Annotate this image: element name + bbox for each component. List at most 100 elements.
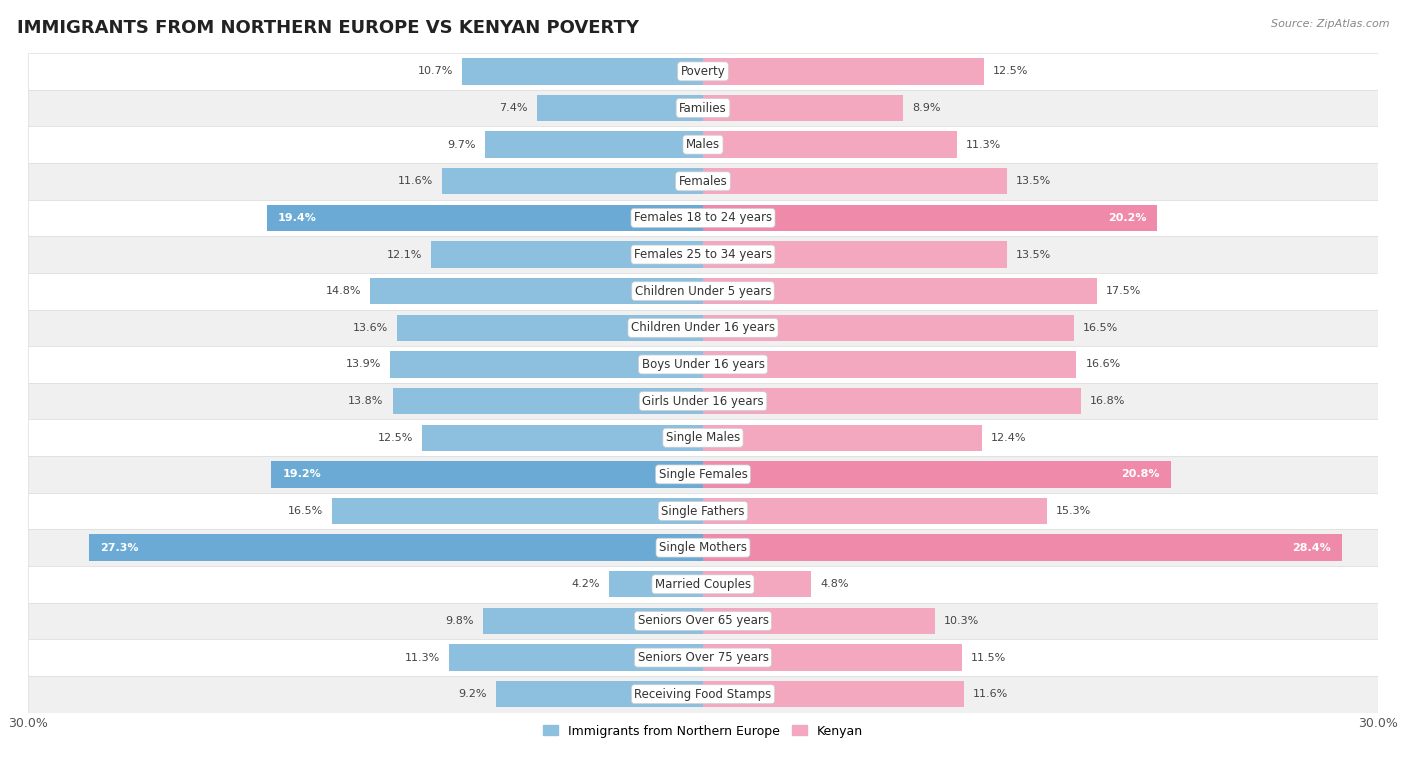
Bar: [703, 681, 965, 707]
Text: Females: Females: [679, 175, 727, 188]
Bar: [28, 53, 1378, 89]
Bar: [703, 241, 1007, 268]
Bar: [391, 351, 703, 377]
Bar: [703, 498, 1047, 525]
Text: 13.6%: 13.6%: [353, 323, 388, 333]
Bar: [28, 529, 1378, 566]
Bar: [28, 199, 1378, 236]
Text: 7.4%: 7.4%: [499, 103, 527, 113]
Bar: [703, 131, 957, 158]
Text: 27.3%: 27.3%: [100, 543, 139, 553]
Text: 12.5%: 12.5%: [993, 67, 1029, 77]
Text: 11.3%: 11.3%: [966, 139, 1001, 149]
Bar: [28, 639, 1378, 676]
Text: 17.5%: 17.5%: [1105, 287, 1142, 296]
Bar: [703, 571, 811, 597]
Text: Single Fathers: Single Fathers: [661, 505, 745, 518]
Bar: [703, 534, 1341, 561]
Bar: [28, 493, 1378, 529]
Bar: [703, 424, 981, 451]
Bar: [28, 236, 1378, 273]
Text: 15.3%: 15.3%: [1056, 506, 1091, 516]
Bar: [463, 58, 703, 85]
Bar: [430, 241, 703, 268]
Text: 19.2%: 19.2%: [283, 469, 321, 479]
Text: 16.6%: 16.6%: [1085, 359, 1121, 369]
Text: IMMIGRANTS FROM NORTHERN EUROPE VS KENYAN POVERTY: IMMIGRANTS FROM NORTHERN EUROPE VS KENYA…: [17, 19, 638, 37]
Bar: [703, 95, 903, 121]
Text: 13.9%: 13.9%: [346, 359, 381, 369]
Bar: [496, 681, 703, 707]
Text: Females 18 to 24 years: Females 18 to 24 years: [634, 211, 772, 224]
Text: Source: ZipAtlas.com: Source: ZipAtlas.com: [1271, 19, 1389, 29]
Text: 19.4%: 19.4%: [278, 213, 316, 223]
Bar: [392, 388, 703, 415]
Bar: [422, 424, 703, 451]
Bar: [449, 644, 703, 671]
Bar: [703, 351, 1077, 377]
Bar: [28, 309, 1378, 346]
Text: 9.2%: 9.2%: [458, 689, 486, 699]
Text: Single Females: Single Females: [658, 468, 748, 481]
Bar: [482, 608, 703, 634]
Text: 9.7%: 9.7%: [447, 139, 475, 149]
Bar: [703, 644, 962, 671]
Bar: [485, 131, 703, 158]
Bar: [703, 58, 984, 85]
Bar: [332, 498, 703, 525]
Text: 11.3%: 11.3%: [405, 653, 440, 662]
Bar: [271, 461, 703, 487]
Text: 12.1%: 12.1%: [387, 249, 422, 259]
Text: Single Males: Single Males: [666, 431, 740, 444]
Text: 12.4%: 12.4%: [991, 433, 1026, 443]
Text: 4.8%: 4.8%: [820, 579, 848, 589]
Bar: [28, 383, 1378, 419]
Text: 11.6%: 11.6%: [973, 689, 1008, 699]
Text: 16.5%: 16.5%: [1083, 323, 1118, 333]
Text: Children Under 5 years: Children Under 5 years: [634, 285, 772, 298]
Text: Boys Under 16 years: Boys Under 16 years: [641, 358, 765, 371]
Bar: [28, 603, 1378, 639]
Text: Families: Families: [679, 102, 727, 114]
Bar: [28, 273, 1378, 309]
Bar: [441, 168, 703, 195]
Text: Single Mothers: Single Mothers: [659, 541, 747, 554]
Text: 4.2%: 4.2%: [571, 579, 599, 589]
Text: 20.2%: 20.2%: [1108, 213, 1146, 223]
Text: 16.5%: 16.5%: [288, 506, 323, 516]
Text: Children Under 16 years: Children Under 16 years: [631, 321, 775, 334]
Text: 11.5%: 11.5%: [970, 653, 1005, 662]
Text: 13.5%: 13.5%: [1015, 249, 1050, 259]
Text: 14.8%: 14.8%: [326, 287, 361, 296]
Bar: [703, 278, 1097, 305]
Text: Married Couples: Married Couples: [655, 578, 751, 590]
Bar: [703, 315, 1074, 341]
Text: 10.3%: 10.3%: [943, 616, 979, 626]
Bar: [703, 461, 1171, 487]
Text: 9.8%: 9.8%: [446, 616, 474, 626]
Bar: [396, 315, 703, 341]
Text: Seniors Over 75 years: Seniors Over 75 years: [637, 651, 769, 664]
Bar: [703, 608, 935, 634]
Bar: [28, 456, 1378, 493]
Bar: [28, 566, 1378, 603]
Text: Poverty: Poverty: [681, 65, 725, 78]
Bar: [28, 676, 1378, 713]
Bar: [28, 419, 1378, 456]
Text: 28.4%: 28.4%: [1292, 543, 1330, 553]
Bar: [703, 205, 1157, 231]
Text: Seniors Over 65 years: Seniors Over 65 years: [637, 615, 769, 628]
Text: 11.6%: 11.6%: [398, 177, 433, 186]
Bar: [370, 278, 703, 305]
Text: 8.9%: 8.9%: [912, 103, 941, 113]
Bar: [267, 205, 703, 231]
Text: 13.8%: 13.8%: [349, 396, 384, 406]
Text: Females 25 to 34 years: Females 25 to 34 years: [634, 248, 772, 261]
Bar: [703, 388, 1081, 415]
Text: 20.8%: 20.8%: [1121, 469, 1160, 479]
Text: 13.5%: 13.5%: [1015, 177, 1050, 186]
Text: 16.8%: 16.8%: [1090, 396, 1125, 406]
Bar: [28, 163, 1378, 199]
Text: Receiving Food Stamps: Receiving Food Stamps: [634, 688, 772, 700]
Text: Males: Males: [686, 138, 720, 151]
